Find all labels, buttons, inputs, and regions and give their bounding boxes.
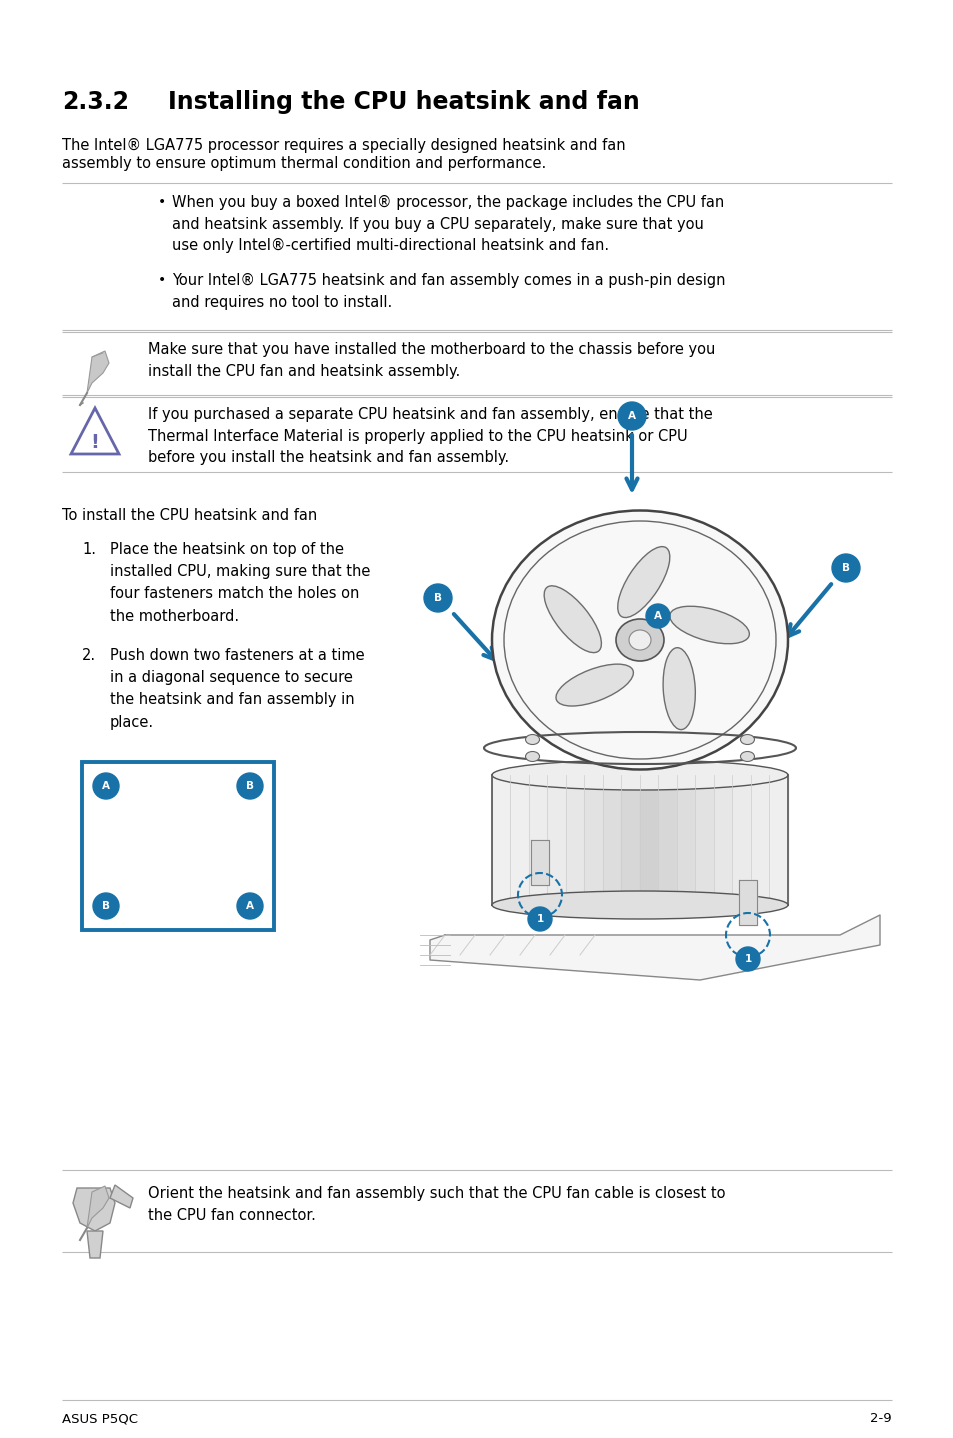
Polygon shape — [639, 775, 658, 905]
Text: Place the heatsink on top of the
installed CPU, making sure that the
four fasten: Place the heatsink on top of the install… — [110, 542, 370, 624]
Ellipse shape — [556, 664, 633, 706]
Ellipse shape — [543, 585, 600, 653]
Polygon shape — [769, 775, 787, 905]
Text: Installing the CPU heatsink and fan: Installing the CPU heatsink and fan — [168, 91, 639, 114]
Text: The Intel® LGA775 processor requires a specially designed heatsink and fan: The Intel® LGA775 processor requires a s… — [62, 138, 625, 152]
Circle shape — [236, 893, 263, 919]
Text: Push down two fasteners at a time
in a diagonal sequence to secure
the heatsink : Push down two fasteners at a time in a d… — [110, 649, 364, 729]
Polygon shape — [713, 775, 732, 905]
Polygon shape — [492, 775, 787, 905]
Text: If you purchased a separate CPU heatsink and fan assembly, ensure that the
Therm: If you purchased a separate CPU heatsink… — [148, 407, 712, 466]
Text: B: B — [841, 564, 849, 572]
Circle shape — [92, 774, 119, 800]
Text: •: • — [158, 273, 166, 288]
Ellipse shape — [740, 752, 754, 762]
Text: Make sure that you have installed the motherboard to the chassis before you
inst: Make sure that you have installed the mo… — [148, 342, 715, 378]
Text: To install the CPU heatsink and fan: To install the CPU heatsink and fan — [62, 508, 317, 523]
Ellipse shape — [525, 752, 539, 762]
Polygon shape — [695, 775, 713, 905]
Polygon shape — [547, 775, 565, 905]
Text: •: • — [158, 196, 166, 209]
Text: ASUS P5QC: ASUS P5QC — [62, 1412, 138, 1425]
Polygon shape — [620, 775, 639, 905]
Text: 1: 1 — [536, 915, 543, 925]
Text: 2.: 2. — [82, 649, 96, 663]
Circle shape — [735, 948, 760, 971]
Circle shape — [645, 604, 669, 628]
Polygon shape — [529, 775, 547, 905]
Ellipse shape — [492, 892, 787, 919]
Polygon shape — [73, 1188, 115, 1231]
Text: 2.3.2: 2.3.2 — [62, 91, 129, 114]
Circle shape — [236, 774, 263, 800]
Polygon shape — [565, 775, 584, 905]
Circle shape — [527, 907, 552, 930]
Text: assembly to ensure optimum thermal condition and performance.: assembly to ensure optimum thermal condi… — [62, 155, 546, 171]
Text: Orient the heatsink and fan assembly such that the CPU fan cable is closest to
t: Orient the heatsink and fan assembly suc… — [148, 1186, 724, 1222]
Text: B: B — [246, 781, 253, 791]
Ellipse shape — [616, 618, 663, 661]
Ellipse shape — [525, 735, 539, 745]
Text: When you buy a boxed Intel® processor, the package includes the CPU fan
and heat: When you buy a boxed Intel® processor, t… — [172, 196, 723, 253]
Polygon shape — [531, 840, 548, 884]
Ellipse shape — [492, 510, 787, 769]
Polygon shape — [87, 1231, 103, 1258]
Polygon shape — [584, 775, 602, 905]
FancyBboxPatch shape — [82, 762, 274, 930]
Text: A: A — [627, 411, 636, 421]
Text: 2-9: 2-9 — [869, 1412, 891, 1425]
Text: A: A — [102, 781, 110, 791]
Circle shape — [423, 584, 452, 613]
Ellipse shape — [628, 630, 650, 650]
Polygon shape — [87, 1186, 109, 1228]
Polygon shape — [430, 915, 879, 981]
Text: Your Intel® LGA775 heatsink and fan assembly comes in a push-pin design
and requ: Your Intel® LGA775 heatsink and fan asse… — [172, 273, 724, 309]
Text: 1.: 1. — [82, 542, 96, 557]
Ellipse shape — [492, 761, 787, 789]
Ellipse shape — [740, 735, 754, 745]
Polygon shape — [677, 775, 695, 905]
Polygon shape — [110, 1185, 132, 1208]
Polygon shape — [658, 775, 677, 905]
Ellipse shape — [618, 546, 669, 617]
Polygon shape — [87, 351, 109, 393]
Circle shape — [831, 554, 859, 582]
Text: B: B — [102, 902, 110, 912]
Text: B: B — [434, 592, 441, 603]
Circle shape — [92, 893, 119, 919]
Circle shape — [618, 403, 645, 430]
Polygon shape — [750, 775, 769, 905]
Ellipse shape — [669, 607, 748, 644]
Text: 1: 1 — [743, 953, 751, 963]
Polygon shape — [602, 775, 620, 905]
Text: !: ! — [91, 433, 99, 452]
Ellipse shape — [662, 647, 695, 729]
Polygon shape — [739, 880, 757, 925]
Text: A: A — [654, 611, 661, 621]
Polygon shape — [492, 775, 510, 905]
Polygon shape — [510, 775, 529, 905]
Polygon shape — [732, 775, 750, 905]
Text: A: A — [246, 902, 253, 912]
